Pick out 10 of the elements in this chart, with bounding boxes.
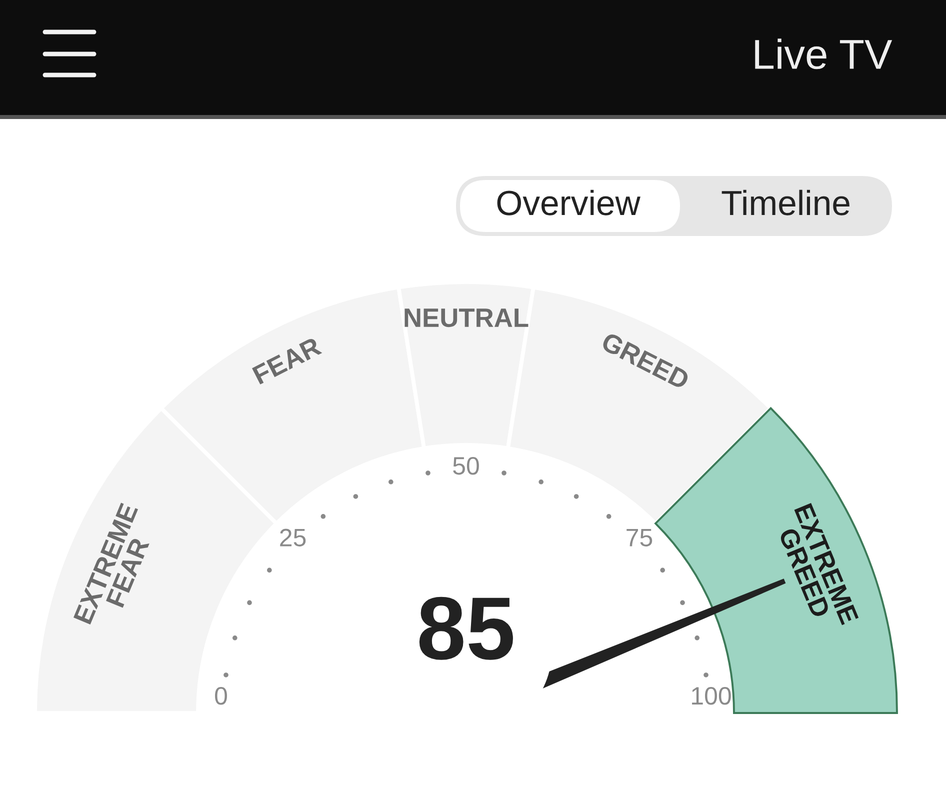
text: 85 [419, 596, 513, 660]
text: Timeline [722, 190, 850, 216]
slice-label: NEUTRAL [404, 308, 528, 328]
text: Overview [497, 190, 640, 216]
text: 0 [215, 687, 227, 705]
text: Live TV [755, 38, 892, 70]
text: 50 [453, 457, 479, 475]
text: 100 [692, 687, 731, 705]
text: 75 [626, 529, 652, 546]
text: 25 [280, 528, 306, 546]
